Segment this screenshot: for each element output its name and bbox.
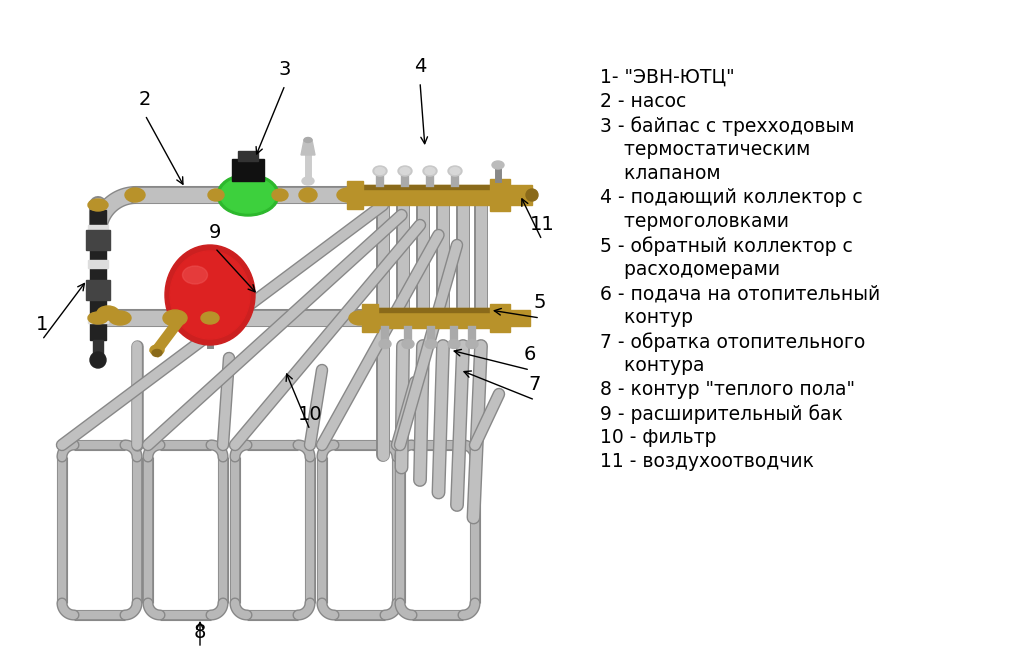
Ellipse shape: [201, 312, 219, 324]
Bar: [88, 315, 108, 323]
Ellipse shape: [373, 166, 387, 176]
Bar: [362, 304, 378, 332]
Ellipse shape: [423, 166, 437, 176]
Text: термостатическим: термостатическим: [600, 140, 810, 159]
Bar: [510, 310, 530, 326]
Ellipse shape: [400, 167, 410, 175]
Ellipse shape: [398, 166, 412, 176]
Ellipse shape: [170, 251, 250, 339]
Ellipse shape: [402, 339, 414, 349]
Bar: [355, 185, 490, 205]
Ellipse shape: [150, 345, 164, 355]
Ellipse shape: [125, 188, 145, 202]
Text: 5: 5: [534, 293, 546, 312]
Text: 10: 10: [298, 405, 323, 424]
Text: 11: 11: [529, 215, 554, 234]
Ellipse shape: [165, 245, 255, 345]
Ellipse shape: [88, 312, 108, 324]
Bar: [88, 225, 108, 233]
Bar: [88, 260, 108, 268]
Ellipse shape: [208, 189, 224, 201]
Text: 7 - обратка отопительного: 7 - обратка отопительного: [600, 332, 865, 352]
Text: 3: 3: [279, 60, 291, 79]
Text: 2: 2: [139, 90, 152, 109]
Ellipse shape: [337, 188, 359, 202]
Text: 8: 8: [194, 623, 206, 642]
Ellipse shape: [466, 339, 478, 349]
Bar: [86, 230, 110, 250]
Ellipse shape: [163, 310, 187, 326]
Polygon shape: [301, 140, 315, 155]
Text: 11 - воздухоотводчик: 11 - воздухоотводчик: [600, 452, 814, 471]
Bar: [93, 340, 103, 360]
Text: 1: 1: [36, 315, 48, 334]
Text: термоголовками: термоголовками: [600, 212, 790, 231]
Text: клапаном: клапаном: [600, 164, 721, 183]
Ellipse shape: [302, 177, 314, 185]
Ellipse shape: [272, 189, 288, 201]
Bar: [370, 308, 490, 312]
Text: контур: контур: [600, 308, 693, 327]
Bar: [490, 179, 510, 211]
Text: контура: контура: [600, 356, 705, 375]
Bar: [86, 280, 110, 300]
Circle shape: [90, 352, 106, 368]
Ellipse shape: [152, 349, 162, 357]
Ellipse shape: [97, 306, 119, 320]
Bar: [90, 210, 106, 340]
Ellipse shape: [379, 339, 391, 349]
Bar: [370, 308, 490, 328]
Text: расходомерами: расходомерами: [600, 260, 780, 279]
Text: 4: 4: [414, 57, 426, 76]
Text: 7: 7: [528, 375, 542, 394]
Ellipse shape: [526, 189, 538, 201]
Ellipse shape: [217, 174, 279, 216]
Text: 5 - обратный коллектор с: 5 - обратный коллектор с: [600, 236, 853, 256]
Text: 4 - подающий коллектор с: 4 - подающий коллектор с: [600, 188, 862, 207]
Bar: [490, 304, 510, 332]
Bar: [232, 159, 264, 181]
Ellipse shape: [349, 311, 371, 325]
Bar: [88, 290, 108, 298]
Bar: [510, 185, 532, 205]
Bar: [238, 151, 258, 161]
Bar: [347, 181, 362, 209]
Ellipse shape: [299, 188, 317, 202]
Bar: [355, 185, 490, 189]
Text: 8 - контур "теплого пола": 8 - контур "теплого пола": [600, 380, 855, 399]
Text: 6: 6: [524, 345, 537, 364]
Ellipse shape: [449, 339, 460, 349]
Ellipse shape: [492, 161, 504, 169]
Ellipse shape: [182, 266, 208, 284]
Ellipse shape: [425, 167, 435, 175]
Ellipse shape: [375, 167, 385, 175]
Ellipse shape: [88, 199, 108, 211]
Ellipse shape: [425, 339, 437, 349]
Text: 1- "ЭВН-ЮТЦ": 1- "ЭВН-ЮТЦ": [600, 68, 734, 87]
Text: 9 - расширительный бак: 9 - расширительный бак: [600, 404, 843, 424]
Text: 6 - подача на отопительный: 6 - подача на отопительный: [600, 284, 881, 303]
Text: 3 - байпас с трехходовым: 3 - байпас с трехходовым: [600, 116, 854, 136]
Ellipse shape: [449, 166, 462, 176]
Ellipse shape: [450, 167, 460, 175]
Ellipse shape: [304, 138, 312, 142]
Text: 2 - насос: 2 - насос: [600, 92, 686, 111]
Text: 9: 9: [209, 223, 221, 242]
Ellipse shape: [109, 311, 131, 325]
Text: 10 - фильтр: 10 - фильтр: [600, 428, 717, 447]
Ellipse shape: [220, 177, 275, 213]
